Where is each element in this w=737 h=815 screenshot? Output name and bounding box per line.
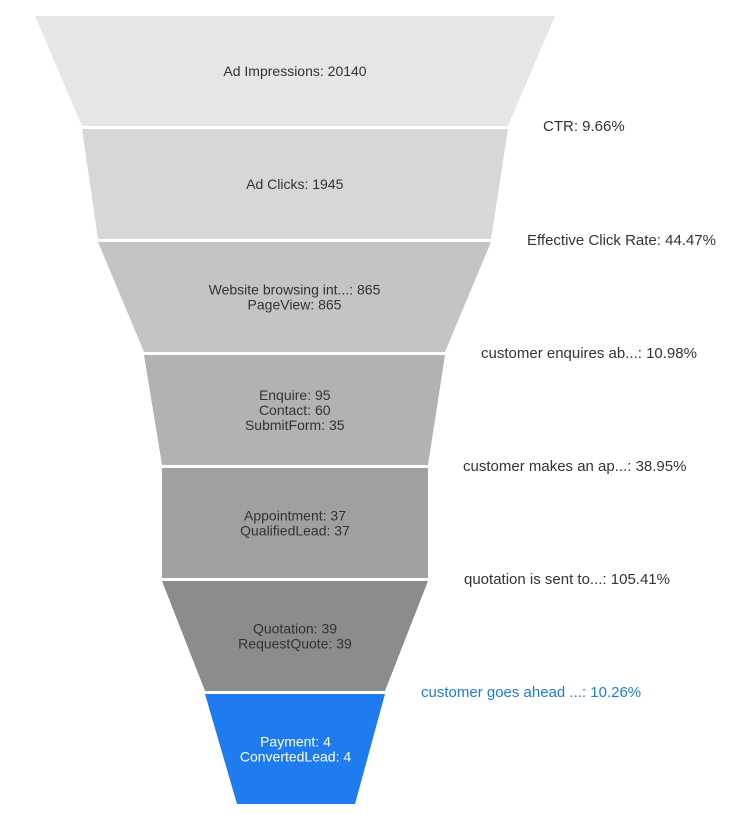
conversion-rate-label: customer goes ahead ...: 10.26% xyxy=(421,684,641,701)
funnel-stage-label: Payment: 4 xyxy=(260,734,331,750)
funnel-stage-label: SubmitForm: 35 xyxy=(245,417,345,433)
funnel-stage[interactable]: Ad Clicks: 1945 xyxy=(82,129,508,239)
funnel-stage-shape[interactable] xyxy=(162,468,428,578)
funnel-stage-shape[interactable] xyxy=(35,16,555,126)
conversion-rate-label: customer enquires ab...: 10.98% xyxy=(481,345,697,362)
funnel-stage[interactable]: Ad Impressions: 20140 xyxy=(35,16,555,126)
funnel-stage-shape[interactable] xyxy=(82,129,508,239)
funnel-stage-shape[interactable] xyxy=(205,694,385,804)
conversion-rate-label: Effective Click Rate: 44.47% xyxy=(527,232,716,249)
conversion-rate-label: CTR: 9.66% xyxy=(543,118,625,135)
funnel-stage-shape[interactable] xyxy=(162,581,428,691)
funnel-stage-label: QualifiedLead: 37 xyxy=(240,523,350,539)
conversion-rate-label: quotation is sent to...: 105.41% xyxy=(464,571,670,588)
funnel-stage-shape[interactable] xyxy=(144,355,445,465)
funnel-stage-label: PageView: 865 xyxy=(248,297,342,313)
funnel-stage-label: Website browsing int...: 865 xyxy=(209,282,381,298)
funnel-stage-label: Ad Clicks: 1945 xyxy=(246,176,343,192)
funnel-stage-label: Enquire: 95 xyxy=(259,387,331,403)
funnel-stage-shape[interactable] xyxy=(98,242,491,352)
funnel-stage-label: Appointment: 37 xyxy=(244,508,346,524)
funnel-stage-label: RequestQuote: 39 xyxy=(238,636,352,652)
funnel-stage-label: Contact: 60 xyxy=(259,402,331,418)
funnel-stage-label: Quotation: 39 xyxy=(253,621,337,637)
funnel-stage-label: Ad Impressions: 20140 xyxy=(223,63,366,79)
conversion-rate-label: customer makes an ap...: 38.95% xyxy=(463,458,686,475)
funnel-stage-label: ConvertedLead: 4 xyxy=(240,749,352,765)
